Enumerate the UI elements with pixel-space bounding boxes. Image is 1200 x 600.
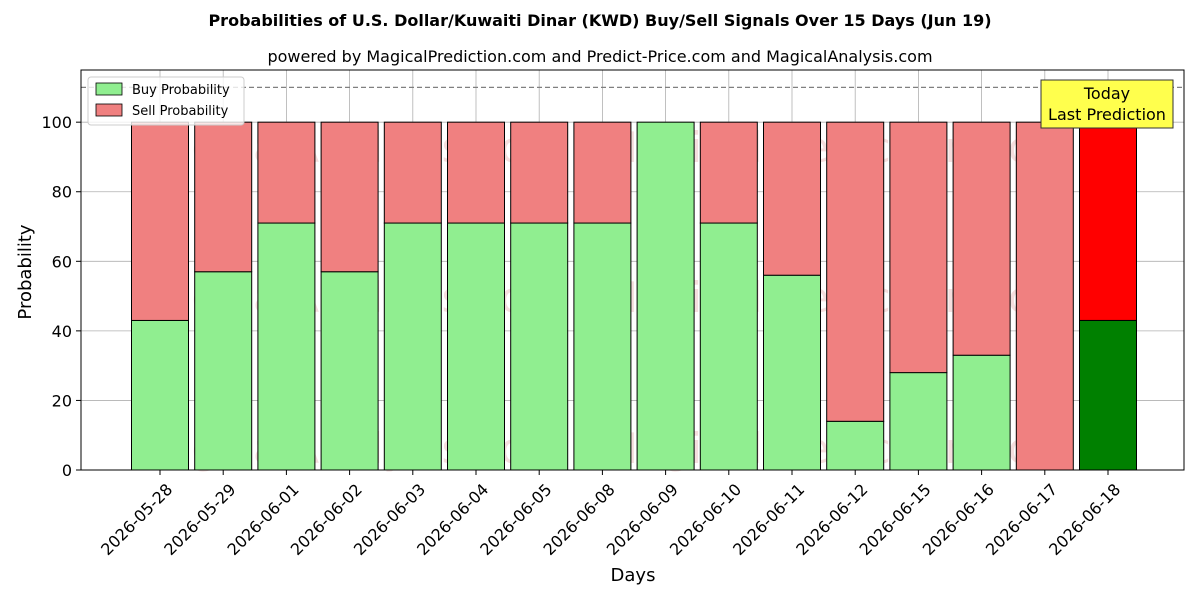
y-tick-label-1: 20 [52, 391, 72, 410]
today-annotation: Today Last Prediction [1040, 79, 1174, 129]
bar-sell-2026-06-17 [1015, 121, 1074, 471]
bar-sell-2026-06-16 [952, 121, 1011, 356]
legend: Buy Probability Sell Probability [87, 76, 245, 126]
bar-buy-2026-05-28 [131, 319, 189, 471]
y-tick-label-4: 80 [52, 183, 72, 202]
bar-buy-2026-06-12 [826, 420, 885, 471]
bar-sell-2026-05-29 [194, 121, 253, 273]
x-axis-ticks: 2026-05-282026-05-292026-06-012026-06-02… [97, 470, 1124, 559]
x-axis-label: Days [611, 565, 656, 586]
chart-subtitle: powered by MagicalPrediction.com and Pre… [267, 47, 932, 66]
bar-sell-2026-06-10 [699, 121, 758, 224]
bar-sell-2026-06-11 [763, 121, 821, 276]
plot-frame [80, 69, 1185, 471]
bar-sell-2026-06-08 [573, 121, 632, 224]
y-tick-label-3: 60 [52, 252, 72, 271]
bar-sell-2026-06-05 [510, 121, 569, 224]
bar-buy-2026-06-03 [383, 222, 442, 471]
bar-buy-2026-06-01 [257, 222, 316, 471]
bar-buy-2026-06-10 [699, 222, 758, 471]
bars [131, 121, 1137, 471]
bar-buy-2026-06-11 [763, 274, 821, 471]
chart-title: Probabilities of U.S. Dollar/Kuwaiti Din… [208, 11, 991, 30]
y-tick-label-0: 0 [62, 461, 72, 480]
bar-sell-2026-06-02 [320, 121, 379, 273]
bar-buy-2026-06-05 [510, 222, 569, 471]
legend-label-buy: Buy Probability [132, 83, 230, 98]
bar-sell-2026-06-18 [1079, 121, 1137, 321]
bar-buy-2026-06-08 [573, 222, 632, 471]
bar-buy-2026-06-02 [320, 271, 379, 471]
bar-buy-2026-06-04 [447, 222, 505, 471]
y-axis-ticks: 0 20 40 60 80 100 [41, 113, 81, 480]
legend-swatch-buy [95, 82, 123, 96]
bar-sell-2026-06-03 [383, 121, 442, 224]
y-axis-label: Probability [15, 224, 36, 319]
bar-sell-2026-06-01 [257, 121, 316, 224]
annotation-line-last-prediction: Last Prediction [1048, 105, 1166, 124]
y-tick-label-5: 100 [41, 113, 72, 132]
bar-buy-2026-06-16 [952, 354, 1011, 471]
annotation-line-today: Today [1083, 84, 1130, 103]
bar-sell-2026-06-12 [826, 121, 885, 422]
bar-sell-2026-05-28 [131, 121, 189, 321]
bar-sell-2026-06-04 [447, 121, 505, 224]
bar-sell-2026-06-15 [889, 121, 948, 374]
legend-label-sell: Sell Probability [132, 104, 229, 119]
bar-buy-2026-06-18 [1079, 319, 1137, 471]
annotation-box [1040, 79, 1174, 129]
bar-buy-2026-06-15 [889, 372, 948, 471]
legend-box [87, 76, 245, 126]
bar-buy-2026-06-09 [636, 121, 695, 471]
y-tick-label-2: 40 [52, 322, 72, 341]
bar-buy-2026-05-29 [194, 271, 253, 471]
legend-swatch-sell [95, 103, 123, 117]
